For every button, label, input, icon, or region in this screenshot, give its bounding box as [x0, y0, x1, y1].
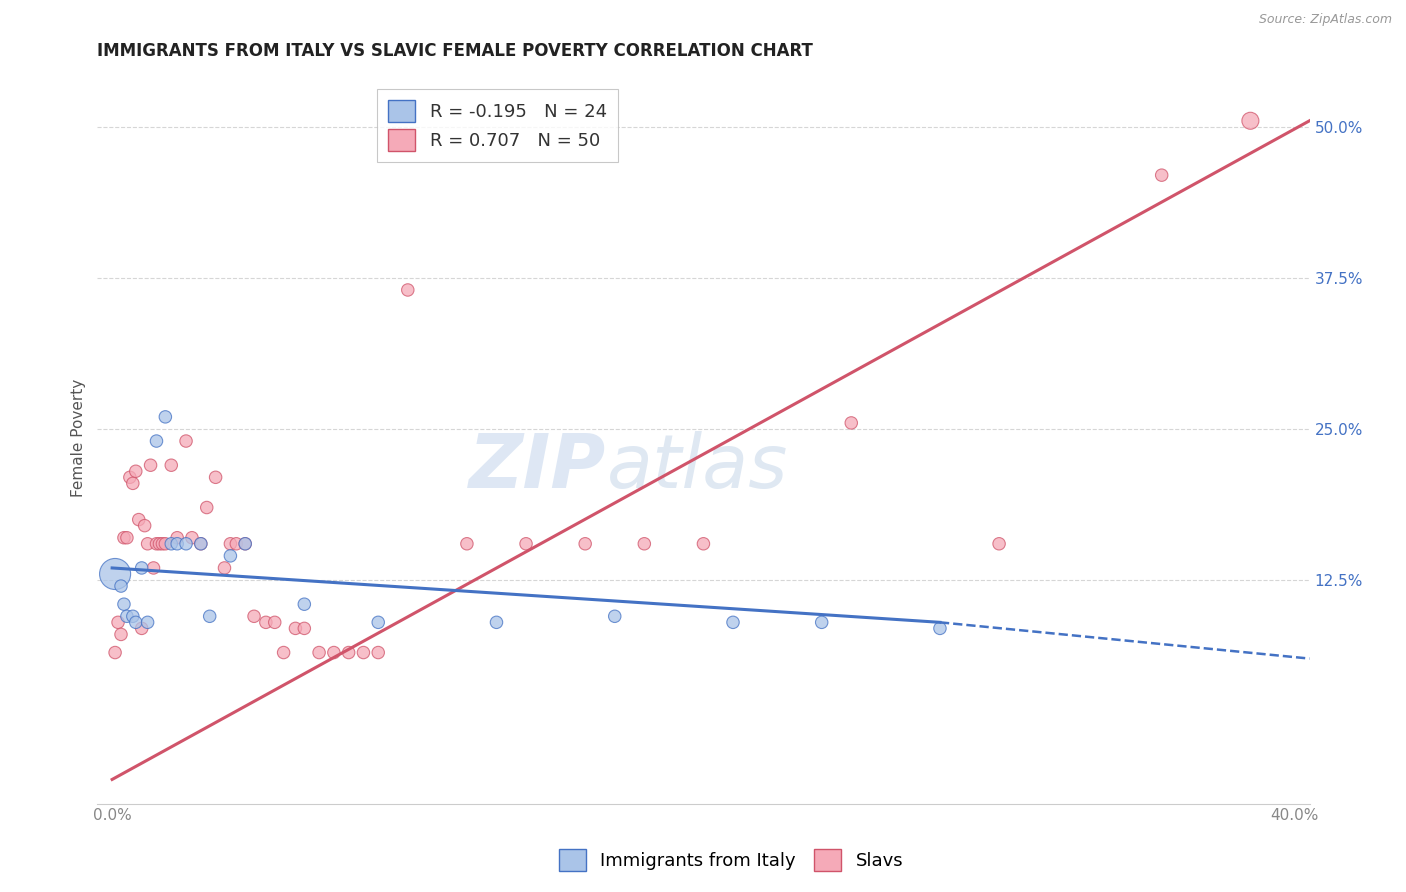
Point	[988, 537, 1011, 551]
Point	[118, 470, 141, 484]
Point	[233, 537, 256, 551]
Point	[155, 537, 177, 551]
Point	[104, 566, 127, 581]
Point	[292, 621, 315, 635]
Point	[131, 621, 153, 635]
Point	[839, 416, 862, 430]
Point	[145, 537, 167, 551]
Point	[107, 615, 129, 630]
Point	[254, 615, 277, 630]
Legend: Immigrants from Italy, Slavs: Immigrants from Italy, Slavs	[551, 842, 911, 879]
Point	[485, 615, 508, 630]
Point	[155, 409, 177, 424]
Point	[721, 615, 744, 630]
Point	[125, 615, 148, 630]
Point	[110, 627, 132, 641]
Text: IMMIGRANTS FROM ITALY VS SLAVIC FEMALE POVERTY CORRELATION CHART: IMMIGRANTS FROM ITALY VS SLAVIC FEMALE P…	[97, 42, 813, 60]
Point	[174, 537, 197, 551]
Point	[1150, 168, 1173, 182]
Point	[142, 561, 165, 575]
Point	[603, 609, 626, 624]
Point	[225, 537, 247, 551]
Point	[243, 609, 266, 624]
Point	[152, 537, 174, 551]
Point	[273, 646, 295, 660]
Point	[121, 476, 143, 491]
Point	[204, 470, 226, 484]
Point	[219, 549, 242, 563]
Point	[308, 646, 330, 660]
Point	[337, 646, 360, 660]
Point	[190, 537, 212, 551]
Text: atlas: atlas	[606, 431, 787, 503]
Point	[115, 531, 138, 545]
Point	[456, 537, 478, 551]
Legend: R = -0.195   N = 24, R = 0.707   N = 50: R = -0.195 N = 24, R = 0.707 N = 50	[377, 89, 617, 161]
Point	[128, 513, 150, 527]
Point	[515, 537, 537, 551]
Point	[125, 464, 148, 478]
Point	[190, 537, 212, 551]
Point	[195, 500, 218, 515]
Point	[166, 537, 188, 551]
Point	[692, 537, 714, 551]
Point	[112, 597, 135, 611]
Point	[233, 537, 256, 551]
Point	[219, 537, 242, 551]
Point	[352, 646, 374, 660]
Point	[181, 531, 204, 545]
Text: Source: ZipAtlas.com: Source: ZipAtlas.com	[1258, 13, 1392, 27]
Point	[214, 561, 236, 575]
Point	[198, 609, 221, 624]
Point	[115, 609, 138, 624]
Text: ZIP: ZIP	[470, 431, 606, 504]
Point	[121, 609, 143, 624]
Point	[929, 621, 952, 635]
Point	[166, 531, 188, 545]
Point	[284, 621, 307, 635]
Point	[633, 537, 655, 551]
Point	[112, 531, 135, 545]
Point	[131, 561, 153, 575]
Point	[134, 518, 156, 533]
Point	[322, 646, 344, 660]
Point	[139, 458, 162, 473]
Point	[145, 434, 167, 448]
Point	[292, 597, 315, 611]
Point	[160, 458, 183, 473]
Point	[367, 646, 389, 660]
Y-axis label: Female Poverty: Female Poverty	[72, 379, 86, 497]
Point	[174, 434, 197, 448]
Point	[396, 283, 419, 297]
Point	[104, 646, 127, 660]
Point	[574, 537, 596, 551]
Point	[160, 537, 183, 551]
Point	[148, 537, 170, 551]
Point	[110, 579, 132, 593]
Point	[1239, 113, 1261, 128]
Point	[136, 615, 159, 630]
Point	[810, 615, 832, 630]
Point	[367, 615, 389, 630]
Point	[136, 537, 159, 551]
Point	[263, 615, 285, 630]
